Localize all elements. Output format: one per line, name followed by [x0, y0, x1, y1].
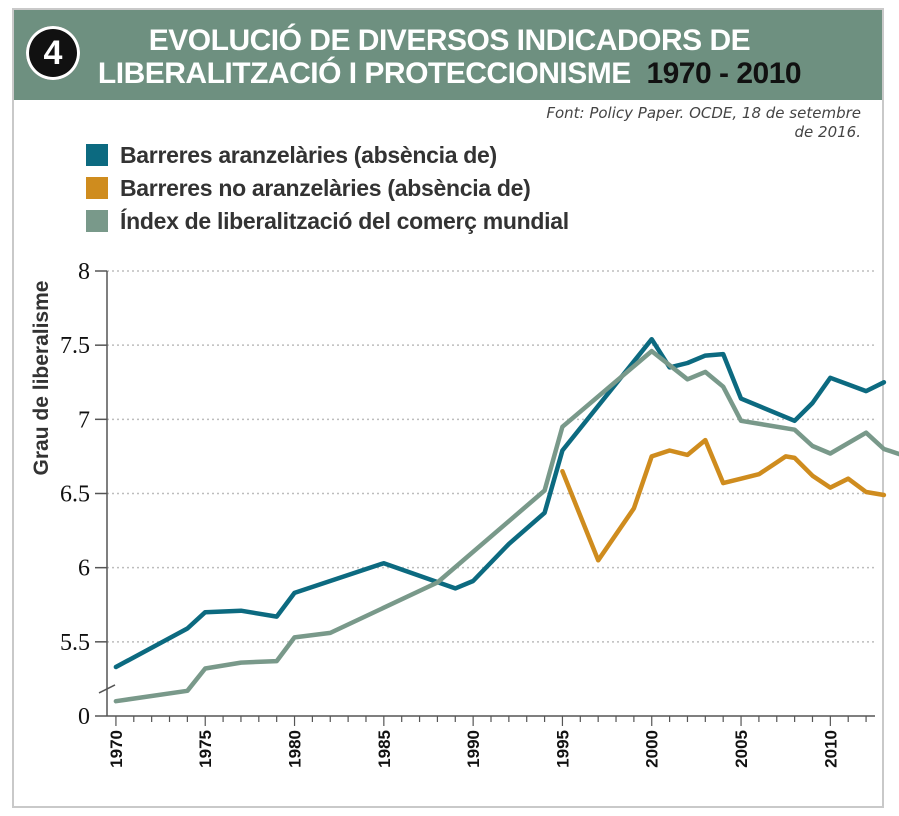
legend-label-trade-index: Índex de liberalització del comerç mundi…	[120, 207, 569, 234]
legend-item-trade-index: Índex de liberalització del comerç mundi…	[86, 207, 569, 234]
series-tariff-barriers	[113, 336, 887, 670]
legend-swatch-trade-index	[86, 210, 108, 232]
x-tick-label: 1980	[286, 730, 305, 768]
y-tick-label: 6.5	[60, 482, 90, 508]
y-tick-label: 6	[78, 556, 90, 582]
x-tick-label: 1995	[553, 730, 572, 768]
legend-swatch-tariff	[86, 144, 108, 166]
series-nontariff-barriers	[560, 437, 887, 563]
axes	[95, 270, 875, 726]
legend-label-nontariff: Barreres no aranzelàries (absència de)	[120, 174, 531, 201]
x-tick-label: 1975	[196, 730, 215, 768]
source-line2: de 2016.	[794, 123, 861, 141]
y-tick-labels: 8 7.5 7 6.5 6 5.5 0	[60, 259, 90, 730]
chart-title-line2-text: LIBERALITZACIÓ I PROTECCIONISME	[97, 57, 631, 90]
x-tick-label: 1970	[107, 730, 126, 768]
y-tick-label: 8	[78, 259, 90, 285]
legend-swatch-nontariff	[86, 177, 108, 199]
series-trade-liberalization-index	[113, 348, 899, 704]
chart-title-line1: EVOLUCIÓ DE DIVERSOS INDICADORS DE	[148, 24, 751, 57]
y-tick-label: 7	[78, 407, 90, 433]
legend-label-tariff: Barreres aranzelàries (absència de)	[120, 141, 497, 168]
x-tick-labels: 1970 1975 1980 1985 1990 1995 2000 2005 2010	[107, 730, 840, 768]
x-tick-label: 1990	[464, 730, 483, 768]
y-tick-label: 7.5	[60, 333, 90, 359]
legend-item-tariff: Barreres aranzelàries (absència de)	[86, 141, 497, 168]
figure-number: 4	[43, 34, 63, 72]
grid-lines	[107, 270, 875, 643]
axis-break-mark	[98, 684, 116, 694]
x-tick-label: 2010	[821, 730, 840, 768]
data-series	[113, 336, 899, 704]
y-tick-label: 5.5	[60, 630, 90, 656]
y-tick-label: 0	[78, 704, 90, 730]
x-tick-label: 2000	[643, 730, 662, 768]
chart-title-years: 1970 - 2010	[646, 57, 802, 90]
source-line1: Font: Policy Paper. OCDE, 18 de setembre	[546, 104, 861, 122]
x-tick-label: 1985	[375, 730, 394, 768]
figure-number-badge: 4	[26, 26, 80, 80]
legend-item-nontariff: Barreres no aranzelàries (absència de)	[86, 174, 531, 201]
source-note: Font: Policy Paper. OCDE, 18 de setembre…	[461, 104, 861, 142]
title-banner	[14, 10, 882, 100]
x-tick-label: 2005	[732, 730, 751, 768]
figure-frame	[12, 8, 884, 808]
chart-title-line2: LIBERALITZACIÓ I PROTECCIONISME 1970 - 2…	[0, 57, 899, 91]
y-axis-label: Grau de liberalisme	[30, 281, 53, 476]
